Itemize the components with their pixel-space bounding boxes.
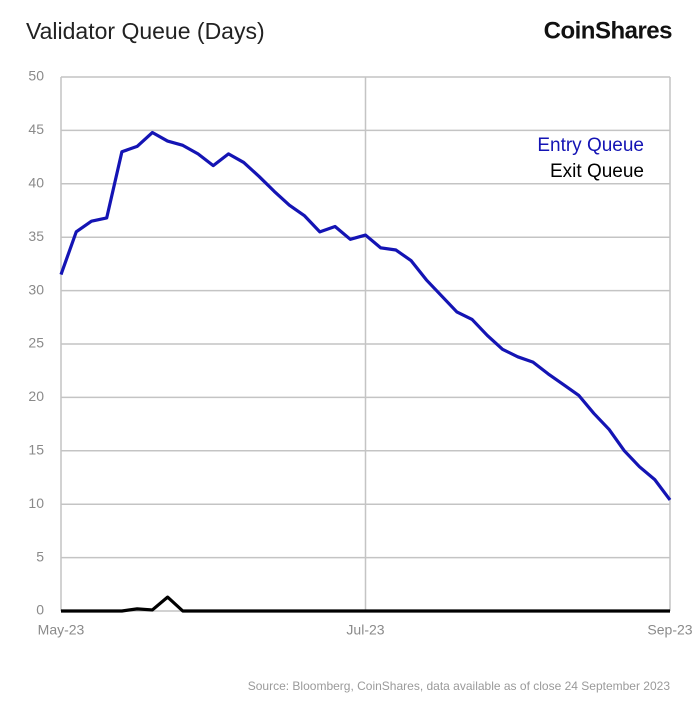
y-tick-label: 0	[36, 602, 44, 618]
y-tick-label: 50	[28, 68, 44, 84]
source-note: Source: Bloomberg, CoinShares, data avai…	[248, 679, 671, 693]
y-tick-label: 25	[28, 335, 44, 351]
y-tick-label: 30	[28, 281, 44, 297]
legend-entry: Entry Queue	[537, 135, 644, 156]
legend-entry: Exit Queue	[550, 161, 644, 182]
x-tick-label: Sep-23	[647, 622, 692, 638]
y-tick-label: 45	[28, 121, 44, 137]
y-tick-label: 10	[28, 495, 44, 511]
x-tick-label: May-23	[38, 622, 85, 638]
chart-title: Validator Queue (Days)	[26, 18, 265, 44]
y-tick-label: 40	[28, 175, 44, 191]
line-series	[59, 130, 672, 501]
x-tick-label: Jul-23	[346, 622, 384, 638]
y-tick-label: 5	[36, 548, 44, 564]
y-tick-label: 20	[28, 388, 44, 404]
brand-logo: CoinShares	[544, 17, 673, 44]
y-tick-label: 35	[28, 228, 44, 244]
y-tick-label: 15	[28, 442, 44, 458]
line-series	[61, 595, 670, 613]
